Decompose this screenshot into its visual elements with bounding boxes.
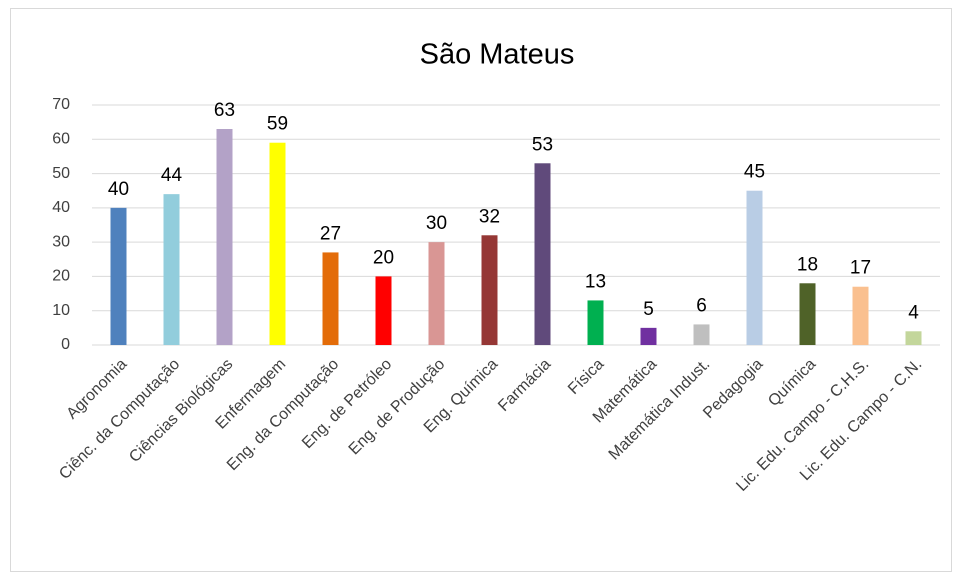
value-label: 40 xyxy=(108,179,129,200)
value-label: 30 xyxy=(426,213,447,234)
y-tick-label: 0 xyxy=(61,336,70,353)
y-tick-label: 40 xyxy=(52,199,70,216)
value-label: 20 xyxy=(373,247,394,268)
value-label: 6 xyxy=(696,295,707,316)
bar xyxy=(481,235,498,345)
y-tick-label: 60 xyxy=(52,131,70,148)
bar xyxy=(640,327,657,345)
bar xyxy=(534,163,551,345)
bar xyxy=(110,207,127,345)
value-label: 53 xyxy=(532,134,553,155)
value-label: 59 xyxy=(267,114,288,135)
bar xyxy=(852,286,869,345)
bar xyxy=(269,142,286,345)
bar xyxy=(216,129,233,345)
bar xyxy=(693,324,710,345)
bar xyxy=(375,276,392,345)
bar xyxy=(587,300,604,345)
chart-title: São Mateus xyxy=(420,39,575,71)
bar xyxy=(163,194,180,345)
value-label: 63 xyxy=(214,100,235,121)
y-tick-label: 10 xyxy=(52,302,70,319)
value-label: 44 xyxy=(161,165,183,186)
value-label: 4 xyxy=(908,302,919,323)
value-label: 45 xyxy=(744,162,765,183)
bar xyxy=(428,242,445,345)
value-label: 32 xyxy=(479,206,500,227)
bar xyxy=(322,252,339,345)
bar xyxy=(905,331,922,345)
bar xyxy=(799,283,816,345)
value-label: 5 xyxy=(643,299,654,320)
bar xyxy=(746,190,763,345)
y-tick-label: 50 xyxy=(52,165,70,182)
value-label: 27 xyxy=(320,223,341,244)
y-tick-label: 20 xyxy=(52,268,70,285)
value-label: 13 xyxy=(585,271,606,292)
value-label: 17 xyxy=(850,258,871,279)
y-tick-label: 30 xyxy=(52,233,70,250)
value-label: 18 xyxy=(797,254,818,275)
y-tick-label: 70 xyxy=(52,96,70,113)
